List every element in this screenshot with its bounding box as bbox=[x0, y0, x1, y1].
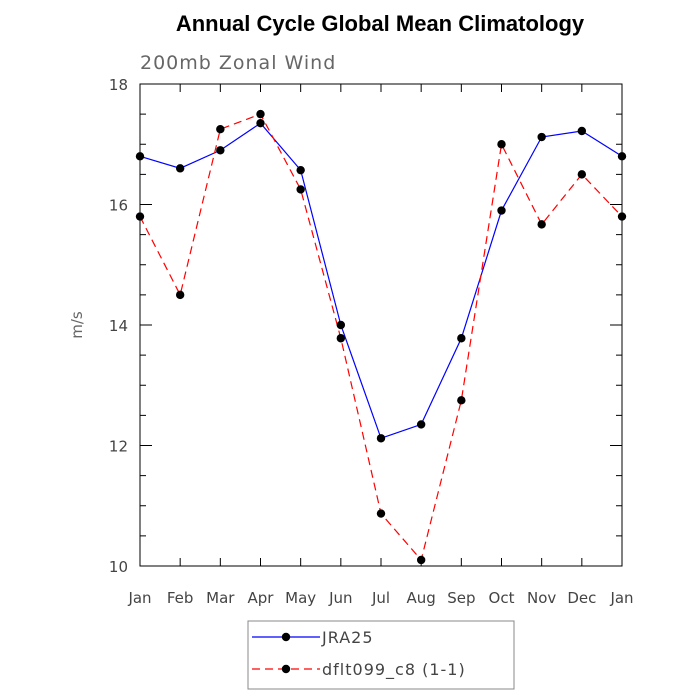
data-point bbox=[617, 212, 627, 221]
data-point bbox=[537, 220, 546, 229]
y-tick-label: 18 bbox=[109, 76, 128, 94]
x-tick-label: Sep bbox=[447, 589, 475, 607]
legend-label-0: JRA25 bbox=[321, 628, 374, 647]
data-point bbox=[336, 334, 346, 343]
data-point bbox=[336, 320, 346, 330]
series-lines bbox=[139, 113, 623, 562]
data-point bbox=[416, 555, 426, 565]
x-tick-labels: Jan Feb Mar Apr May Jun Jul Aug Sep Oct Nov Dec Jan bbox=[127, 589, 633, 607]
x-tick-label: Jan bbox=[127, 589, 151, 607]
data-point bbox=[175, 290, 185, 300]
y-tick-label: 16 bbox=[109, 197, 128, 215]
series-points bbox=[135, 109, 627, 565]
data-point bbox=[497, 206, 506, 215]
legend-marker bbox=[281, 632, 291, 642]
x-tick-label: Oct bbox=[489, 589, 515, 607]
data-point bbox=[296, 165, 305, 175]
x-tick-label: Jan bbox=[609, 589, 633, 607]
y-tick-labels: 10 12 14 16 18 bbox=[109, 76, 128, 576]
legend-box bbox=[247, 620, 515, 690]
legend: JRA25 dflt099_c8 (1-1) bbox=[247, 620, 515, 690]
data-point bbox=[416, 420, 426, 429]
x-tick-label: Nov bbox=[527, 589, 556, 607]
data-point bbox=[135, 212, 145, 221]
x-tick-label: Dec bbox=[567, 589, 596, 607]
data-point bbox=[216, 124, 225, 134]
y-tick-label: 12 bbox=[109, 438, 128, 456]
chart-subtitle: 200mb Zonal Wind bbox=[140, 52, 336, 74]
data-point bbox=[175, 164, 185, 173]
x-tick-label: Aug bbox=[407, 589, 436, 607]
data-point bbox=[617, 152, 627, 161]
plot-frame bbox=[139, 83, 623, 567]
y-tick-label: 14 bbox=[109, 317, 128, 335]
x-tick-label: Jun bbox=[328, 589, 352, 607]
x-tick-label: Apr bbox=[248, 589, 275, 607]
data-point bbox=[376, 509, 386, 518]
series-line-1 bbox=[139, 113, 623, 562]
x-tick-label: Feb bbox=[167, 589, 194, 607]
data-point bbox=[376, 434, 386, 443]
data-point bbox=[256, 118, 265, 128]
y-axis-label: m/s bbox=[68, 311, 86, 339]
y-tick-label: 10 bbox=[109, 558, 128, 576]
data-point bbox=[457, 334, 466, 343]
data-point bbox=[135, 152, 145, 161]
data-point bbox=[497, 140, 506, 149]
data-point bbox=[457, 396, 466, 405]
data-point bbox=[216, 146, 225, 155]
x-tick-label: Mar bbox=[206, 589, 235, 607]
chart-title: Annual Cycle Global Mean Climatology bbox=[176, 11, 585, 36]
legend-marker bbox=[281, 664, 291, 674]
series-line-0 bbox=[139, 122, 623, 440]
axis-ticks bbox=[139, 83, 623, 567]
data-point bbox=[537, 132, 546, 142]
data-point bbox=[296, 185, 305, 194]
data-point bbox=[577, 170, 587, 179]
legend-label-1: dflt099_c8 (1-1) bbox=[322, 660, 466, 680]
x-tick-label: Jul bbox=[371, 589, 390, 607]
data-point bbox=[256, 109, 265, 119]
x-tick-label: May bbox=[285, 589, 316, 607]
data-point bbox=[577, 126, 587, 136]
